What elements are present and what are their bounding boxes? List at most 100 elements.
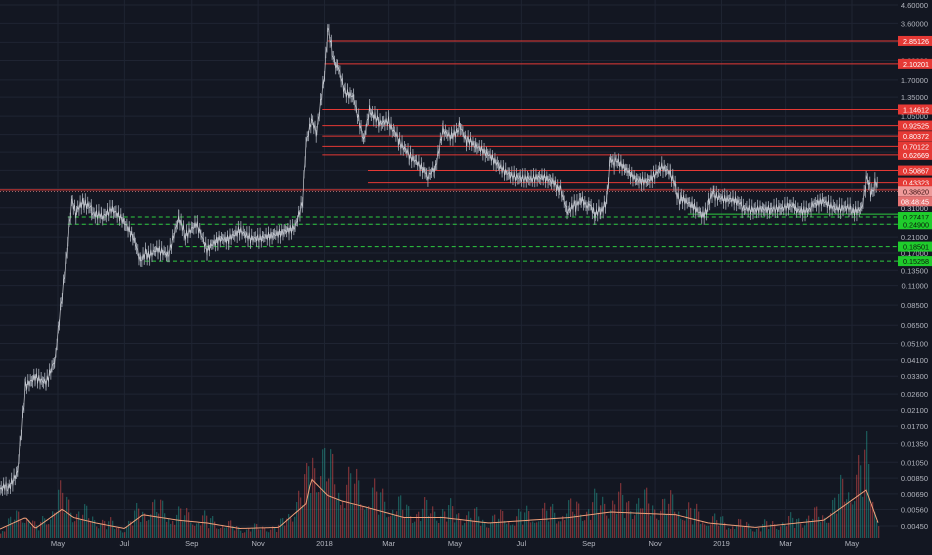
volume-bar — [332, 453, 334, 538]
volume-bar — [876, 520, 878, 538]
volume-bar — [154, 499, 156, 538]
volume-bar — [806, 518, 808, 538]
volume-bar — [742, 526, 744, 538]
volume-bar — [820, 522, 822, 538]
volume-bar — [526, 505, 528, 538]
volume-bar — [478, 516, 480, 538]
support-label: 0.27417 — [903, 213, 929, 222]
volume-bar — [506, 523, 508, 538]
volume-bar — [92, 516, 94, 538]
volume-bar — [52, 511, 54, 538]
volume-bar — [558, 521, 560, 538]
volume-bar — [724, 522, 726, 538]
volume-bar — [636, 503, 638, 538]
volume-bar — [422, 508, 424, 538]
volume-bar — [854, 501, 856, 538]
volume-bar — [16, 510, 18, 538]
volume-bar — [428, 515, 430, 538]
volume-bar — [632, 519, 634, 538]
volume-bar — [44, 518, 46, 538]
price-labels: 2.85126 2.10201 1.14612 0.925250.803720.701… — [898, 35, 932, 267]
volume-bar — [22, 522, 24, 538]
x-tick-label: Jul — [517, 539, 527, 548]
volume-bar — [866, 431, 868, 538]
volume-bar — [556, 523, 558, 538]
volume-bar — [56, 511, 58, 538]
volume-bar — [364, 509, 366, 538]
volume-bar — [234, 530, 236, 538]
volume-bar — [548, 521, 550, 538]
volume-bar — [320, 476, 322, 538]
volume-bar — [304, 474, 306, 538]
volume-bar — [756, 528, 758, 538]
volume-bar — [504, 520, 506, 538]
volume-bar — [490, 522, 492, 538]
volume-bar — [300, 497, 302, 538]
volume-bar — [282, 518, 284, 538]
volume-bar — [832, 499, 834, 538]
volume-bar — [690, 507, 692, 538]
resistance-label-bg — [898, 141, 932, 152]
volume-bar — [104, 521, 106, 538]
support-label: 0.18501 — [903, 243, 929, 252]
volume-bar — [232, 526, 234, 538]
volume-bar — [222, 525, 224, 538]
countdown-label: 08:48:45 — [901, 197, 929, 206]
volume-bar — [12, 524, 14, 538]
volume-bar — [858, 455, 860, 538]
volume-bar — [652, 505, 654, 538]
volume-bar — [574, 514, 576, 538]
volume-bar — [392, 509, 394, 538]
countdown-label-bg — [898, 196, 932, 207]
volume-bar — [622, 494, 624, 538]
volume-bar — [460, 519, 462, 538]
volume-bar — [666, 514, 668, 538]
volume-bar — [668, 503, 670, 538]
volume-bar — [770, 524, 772, 538]
volume-bar — [564, 520, 566, 538]
resistance-label: 0.80372 — [903, 132, 929, 141]
volume-bar — [774, 524, 776, 538]
volume-bar — [676, 514, 678, 538]
volume-bar — [248, 528, 250, 538]
volume-bar — [140, 522, 142, 538]
volume-bar — [230, 520, 232, 538]
volume-bar — [2, 530, 4, 538]
x-tick-label: May — [845, 539, 859, 548]
volume-bar — [116, 527, 118, 538]
volume-bar — [680, 518, 682, 538]
volume-bar — [848, 492, 850, 538]
volume-bar — [272, 526, 274, 538]
volume-bar — [482, 519, 484, 538]
volume-bar — [130, 521, 132, 538]
volume-bar — [878, 526, 880, 538]
volume-bar — [642, 508, 644, 538]
volume-bar — [836, 513, 838, 538]
volume-bar — [346, 484, 348, 538]
volume-bar — [498, 518, 500, 538]
volume-bar — [292, 521, 294, 538]
volume-bar — [60, 480, 62, 538]
volume-bar — [390, 515, 392, 538]
volume-bar — [314, 468, 316, 538]
resistance-label-bg — [898, 131, 932, 142]
volume-bar — [590, 519, 592, 538]
volume-bar — [184, 515, 186, 538]
volume-bar — [278, 524, 280, 538]
volume-bar — [570, 498, 572, 538]
volume-bar — [10, 516, 12, 538]
volume-bar — [856, 474, 858, 538]
volume-bar — [316, 492, 318, 538]
volume-bar — [470, 517, 472, 538]
volume-bar — [436, 520, 438, 538]
volume-bar — [132, 525, 134, 538]
volume-bar — [692, 524, 694, 538]
volume-bar — [158, 513, 160, 538]
volume-bar — [82, 514, 84, 538]
volume-bar — [484, 522, 486, 538]
volume-bar — [826, 522, 828, 538]
volume-bar — [838, 494, 840, 538]
volume-bar — [648, 503, 650, 538]
